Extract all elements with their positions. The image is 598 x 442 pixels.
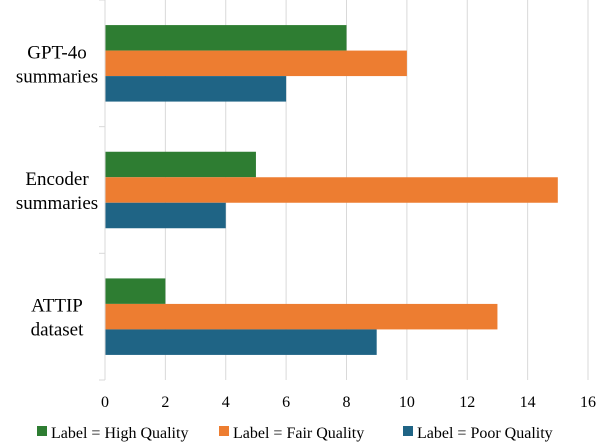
x-tick-label: 4: [222, 394, 230, 411]
bar: [105, 303, 498, 330]
bar: [105, 329, 377, 355]
category-label: Encoder: [25, 169, 89, 190]
bar: [105, 50, 407, 77]
legend-label: Label = Poor Quality: [417, 425, 553, 442]
bar: [105, 151, 256, 178]
legend-label: Label = High Quality: [51, 425, 188, 442]
bars: [105, 25, 558, 355]
legend-swatch: [37, 426, 47, 436]
category-label: GPT-4o: [27, 42, 86, 63]
legend: Label = High Quality Label = Fair Quality…: [37, 425, 553, 442]
bar: [105, 76, 287, 102]
x-tick-label: 6: [282, 394, 290, 411]
legend-swatch: [219, 426, 229, 436]
bar: [105, 278, 166, 304]
x-tick-label: 2: [161, 394, 169, 411]
axes: 0 2 4 6 8 10 12 14 16 GPT-4o summaries Encoder summa…: [16, 0, 596, 411]
legend-swatch: [403, 426, 413, 436]
x-tick-label: 16: [580, 394, 596, 411]
x-tick-label: 12: [459, 394, 475, 411]
category-label: summaries: [16, 193, 98, 214]
bar: [105, 202, 226, 229]
category-label: dataset: [31, 320, 84, 341]
x-tick-label: 14: [520, 394, 536, 411]
x-tick-label: 0: [101, 394, 109, 411]
bar: [105, 25, 347, 51]
x-tick-label: 8: [343, 394, 351, 411]
legend-label: Label = Fair Quality: [233, 425, 364, 442]
category-label: ATTIP: [31, 296, 83, 317]
bar: [105, 177, 558, 203]
x-tick-label: 10: [399, 394, 415, 411]
category-label: summaries: [16, 66, 98, 87]
